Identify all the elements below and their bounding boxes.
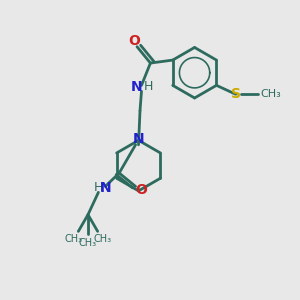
Text: CH₃: CH₃ xyxy=(260,89,281,99)
Text: N: N xyxy=(131,80,143,94)
Text: O: O xyxy=(128,34,140,48)
Text: CH₃: CH₃ xyxy=(65,234,83,244)
Text: O: O xyxy=(135,183,147,197)
Text: H: H xyxy=(143,80,153,93)
Text: N: N xyxy=(99,181,111,195)
Text: H: H xyxy=(94,182,103,194)
Text: CH₃: CH₃ xyxy=(93,234,111,244)
Text: S: S xyxy=(231,87,241,101)
Text: CH₃: CH₃ xyxy=(79,238,97,248)
Text: N: N xyxy=(133,132,144,146)
